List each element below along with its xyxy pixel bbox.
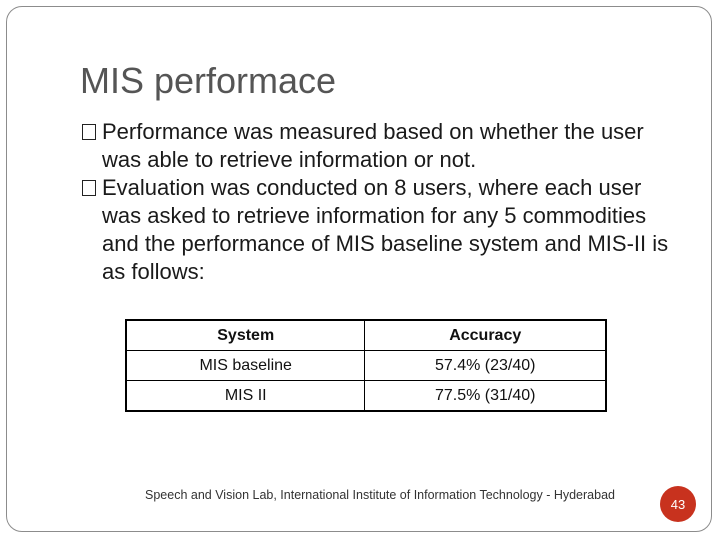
bullet-item: Evaluation was conducted on 8 users, whe… [80, 174, 680, 286]
table-row: MIS II 77.5% (31/40) [125, 380, 607, 412]
square-bullet-icon [82, 180, 96, 196]
slide-footer: Speech and Vision Lab, International Ins… [145, 488, 615, 502]
accuracy-cell: 77.5% (31/40) [364, 380, 607, 412]
bullet-text: Performance was measured based on whethe… [102, 119, 644, 172]
slide-title: MIS performace [80, 60, 337, 101]
system-cell: MIS II [125, 380, 366, 412]
header-accuracy: Accuracy [364, 319, 607, 351]
results-table: System Accuracy MIS baseline 57.4% (23/4… [125, 319, 607, 412]
table-header-row: System Accuracy [125, 319, 607, 351]
bullet-item: Performance was measured based on whethe… [80, 118, 680, 174]
bullet-list: Performance was measured based on whethe… [80, 118, 680, 286]
bullet-text: Evaluation was conducted on 8 users, whe… [102, 175, 669, 284]
header-system: System [125, 319, 366, 351]
square-bullet-icon [82, 124, 96, 140]
table-row: MIS baseline 57.4% (23/40) [125, 350, 607, 381]
slide-frame [6, 6, 712, 532]
system-cell: MIS baseline [125, 350, 366, 381]
page-number-badge: 43 [660, 486, 696, 522]
accuracy-cell: 57.4% (23/40) [364, 350, 607, 381]
